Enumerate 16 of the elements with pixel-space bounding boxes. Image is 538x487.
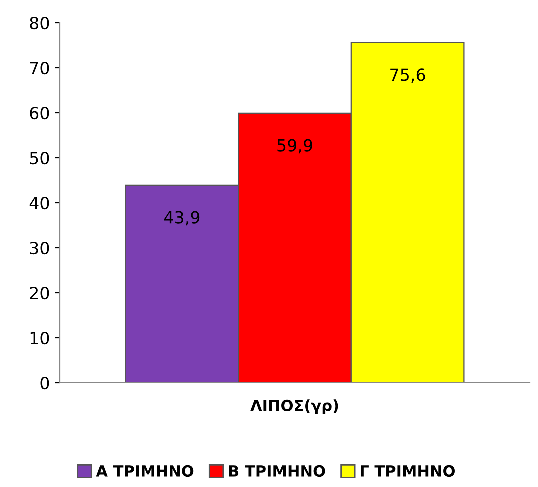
y-tick-label: 80 (30, 16, 50, 30)
y-tick-label: 20 (30, 286, 50, 300)
y-tick-label: 30 (30, 242, 50, 255)
data-label: 59,9 (278, 139, 312, 154)
y-tick-label: 70 (30, 62, 50, 75)
x-tick-label: ΛΙΠΟΣ(γρ) (250, 400, 338, 414)
legend-label: Β ΤΡΙΜΗΝΟ (229, 465, 326, 477)
legend-label: Γ ΤΡΙΜΗΝΟ (361, 465, 455, 477)
legend-label: Α ΤΡΙΜΗΝΟ (96, 465, 194, 477)
y-tick-label: 10 (30, 332, 50, 345)
y-tick-label: 0 (40, 376, 50, 390)
data-label: 43,9 (164, 211, 200, 226)
y-tick-label: 50 (30, 152, 50, 165)
y-tick-label: 60 (30, 106, 50, 120)
y-tick-label: 40 (30, 196, 50, 210)
data-label: 75,6 (390, 68, 426, 83)
